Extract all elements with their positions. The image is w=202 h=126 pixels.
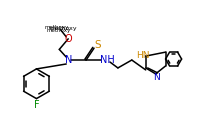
Text: F: F: [34, 100, 39, 109]
Text: N: N: [65, 55, 72, 65]
Text: N: N: [153, 73, 160, 82]
Text: NH: NH: [100, 55, 114, 65]
Text: HN: HN: [136, 51, 149, 60]
Text: methoxy: methoxy: [50, 26, 77, 31]
Text: O: O: [64, 34, 72, 44]
Text: methoxy: methoxy: [44, 25, 69, 30]
Text: methoxy: methoxy: [46, 28, 71, 33]
Text: S: S: [95, 40, 101, 50]
